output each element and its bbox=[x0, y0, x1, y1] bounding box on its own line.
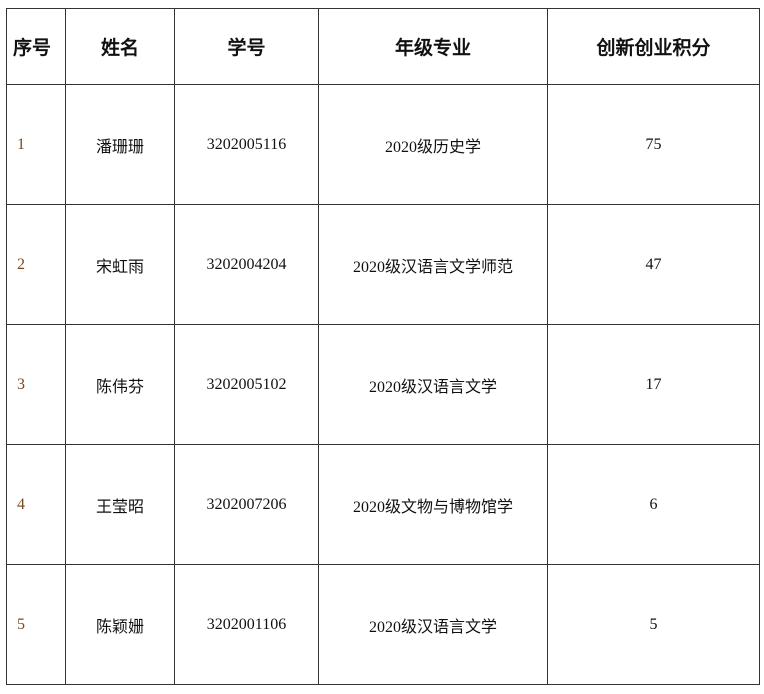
header-index: 序号 bbox=[6, 8, 66, 85]
cell-student-id: 3202005116 bbox=[174, 84, 319, 205]
table-row: 3 陈伟芬 3202005102 2020级汉语言文学 17 bbox=[6, 324, 760, 445]
cell-index: 2 bbox=[6, 204, 66, 325]
table-row: 2 宋虹雨 3202004204 2020级汉语言文学师范 47 bbox=[6, 204, 760, 325]
cell-grade-major: 2020级汉语言文学师范 bbox=[318, 204, 548, 325]
cell-score: 47 bbox=[547, 204, 760, 325]
cell-student-id: 3202001106 bbox=[174, 564, 319, 685]
header-grade-major: 年级专业 bbox=[318, 8, 548, 85]
cell-grade-major: 2020级历史学 bbox=[318, 84, 548, 205]
cell-name: 陈颖姗 bbox=[65, 564, 175, 685]
cell-score: 5 bbox=[547, 564, 760, 685]
cell-name: 王莹昭 bbox=[65, 444, 175, 565]
table-row: 5 陈颖姗 3202001106 2020级汉语言文学 5 bbox=[6, 564, 760, 685]
cell-grade-major: 2020级文物与博物馆学 bbox=[318, 444, 548, 565]
header-name: 姓名 bbox=[65, 8, 175, 85]
cell-name: 陈伟芬 bbox=[65, 324, 175, 445]
cell-score: 17 bbox=[547, 324, 760, 445]
cell-index: 4 bbox=[6, 444, 66, 565]
cell-score: 75 bbox=[547, 84, 760, 205]
header-score: 创新创业积分 bbox=[547, 8, 760, 85]
cell-grade-major: 2020级汉语言文学 bbox=[318, 564, 548, 685]
cell-student-id: 3202007206 bbox=[174, 444, 319, 565]
cell-index: 3 bbox=[6, 324, 66, 445]
header-student-id: 学号 bbox=[174, 8, 319, 85]
cell-name: 潘珊珊 bbox=[65, 84, 175, 205]
cell-student-id: 3202005102 bbox=[174, 324, 319, 445]
cell-grade-major: 2020级汉语言文学 bbox=[318, 324, 548, 445]
score-table: 序号 姓名 学号 年级专业 创新创业积分 1 潘珊珊 3202005116 2020级… bbox=[6, 8, 760, 685]
cell-student-id: 3202004204 bbox=[174, 204, 319, 325]
table-row: 4 王莹昭 3202007206 2020级文物与博物馆学 6 bbox=[6, 444, 760, 565]
cell-name: 宋虹雨 bbox=[65, 204, 175, 325]
table-row: 1 潘珊珊 3202005116 2020级历史学 75 bbox=[6, 84, 760, 205]
header-row: 序号 姓名 学号 年级专业 创新创业积分 bbox=[6, 8, 760, 85]
cell-score: 6 bbox=[547, 444, 760, 565]
cell-index: 1 bbox=[6, 84, 66, 205]
cell-index: 5 bbox=[6, 564, 66, 685]
